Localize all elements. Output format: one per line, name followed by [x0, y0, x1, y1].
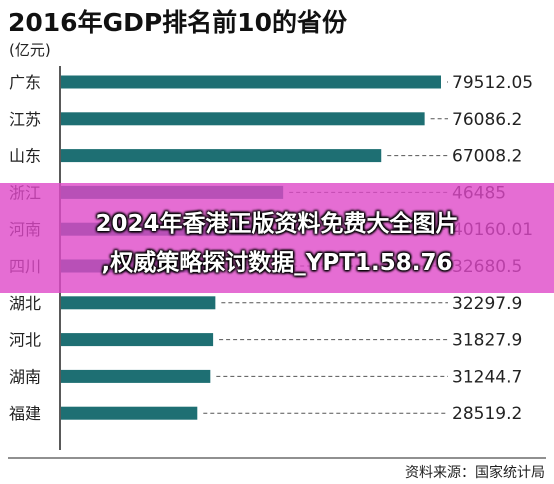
value-label: 31827.9 — [452, 331, 522, 351]
value-label: 31244.7 — [452, 367, 522, 387]
bar — [61, 406, 198, 420]
source-note: 资料来源：国家统计局 — [405, 464, 545, 481]
promo-banner — [0, 183, 554, 293]
category-label: 河北 — [9, 331, 41, 350]
promo-banner-line-2: ,权威策略探讨数据_YPT1.58.76 — [101, 250, 453, 276]
bar — [61, 369, 211, 383]
bar — [61, 149, 382, 163]
value-label: 79512.05 — [452, 73, 533, 93]
category-label: 江苏 — [9, 110, 41, 129]
category-label: 湖北 — [9, 294, 41, 313]
bar — [61, 112, 425, 126]
unit-label: (亿元) — [9, 41, 51, 59]
bar — [61, 333, 214, 347]
bar — [61, 296, 216, 310]
category-label: 广东 — [9, 73, 41, 92]
category-label: 山东 — [9, 147, 41, 166]
category-label: 福建 — [9, 404, 41, 423]
bar — [61, 75, 441, 89]
value-label: 32297.9 — [452, 294, 522, 314]
promo-banner-line-1: 2024年香港正版资料免费大全图片 — [95, 211, 459, 237]
value-label: 67008.2 — [452, 147, 522, 167]
category-label: 湖南 — [9, 367, 41, 386]
value-label: 28519.2 — [452, 404, 522, 424]
value-label: 76086.2 — [452, 110, 522, 130]
chart-title: 2016年GDP排名前10的省份 — [8, 8, 347, 37]
